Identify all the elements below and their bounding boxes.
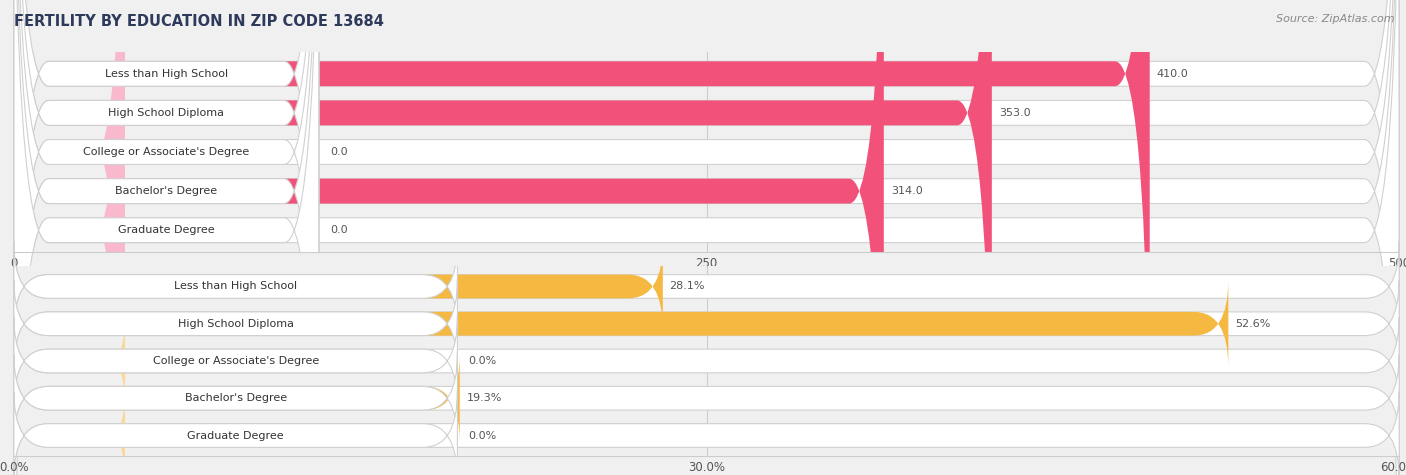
FancyBboxPatch shape [14, 0, 991, 475]
FancyBboxPatch shape [14, 242, 457, 331]
FancyBboxPatch shape [14, 391, 125, 475]
Text: 0.0: 0.0 [330, 147, 347, 157]
FancyBboxPatch shape [14, 280, 457, 368]
Text: College or Associate's Degree: College or Associate's Degree [152, 356, 319, 366]
FancyBboxPatch shape [14, 354, 460, 442]
Text: 19.3%: 19.3% [467, 393, 502, 403]
FancyBboxPatch shape [14, 0, 319, 475]
FancyBboxPatch shape [14, 0, 1399, 475]
FancyBboxPatch shape [14, 0, 1399, 475]
FancyBboxPatch shape [14, 354, 457, 442]
FancyBboxPatch shape [14, 0, 125, 475]
FancyBboxPatch shape [14, 0, 319, 475]
FancyBboxPatch shape [14, 317, 457, 405]
FancyBboxPatch shape [14, 0, 1399, 475]
FancyBboxPatch shape [14, 0, 125, 475]
FancyBboxPatch shape [14, 0, 884, 475]
FancyBboxPatch shape [14, 391, 1399, 475]
Text: 314.0: 314.0 [891, 186, 922, 196]
Text: 28.1%: 28.1% [669, 282, 704, 292]
FancyBboxPatch shape [14, 0, 1399, 475]
Text: FERTILITY BY EDUCATION IN ZIP CODE 13684: FERTILITY BY EDUCATION IN ZIP CODE 13684 [14, 14, 384, 29]
FancyBboxPatch shape [14, 242, 1399, 331]
Text: 353.0: 353.0 [998, 108, 1031, 118]
Text: 0.0: 0.0 [330, 225, 347, 235]
FancyBboxPatch shape [14, 391, 457, 475]
FancyBboxPatch shape [14, 0, 319, 475]
Text: Less than High School: Less than High School [174, 282, 297, 292]
FancyBboxPatch shape [14, 354, 1399, 442]
FancyBboxPatch shape [14, 317, 125, 405]
FancyBboxPatch shape [14, 0, 319, 475]
Text: 0.0%: 0.0% [468, 430, 496, 440]
Text: Bachelor's Degree: Bachelor's Degree [184, 393, 287, 403]
Text: Source: ZipAtlas.com: Source: ZipAtlas.com [1277, 14, 1395, 24]
Text: 410.0: 410.0 [1157, 69, 1188, 79]
FancyBboxPatch shape [14, 0, 1399, 475]
FancyBboxPatch shape [14, 317, 1399, 405]
Text: Bachelor's Degree: Bachelor's Degree [115, 186, 218, 196]
Text: High School Diploma: High School Diploma [177, 319, 294, 329]
FancyBboxPatch shape [14, 280, 1399, 368]
Text: Less than High School: Less than High School [105, 69, 228, 79]
Text: Graduate Degree: Graduate Degree [187, 430, 284, 440]
FancyBboxPatch shape [14, 280, 1229, 368]
Text: Graduate Degree: Graduate Degree [118, 225, 215, 235]
FancyBboxPatch shape [14, 242, 662, 331]
FancyBboxPatch shape [14, 0, 319, 475]
Text: 0.0%: 0.0% [468, 356, 496, 366]
Text: College or Associate's Degree: College or Associate's Degree [83, 147, 249, 157]
FancyBboxPatch shape [14, 0, 1150, 475]
Text: High School Diploma: High School Diploma [108, 108, 225, 118]
Text: 52.6%: 52.6% [1234, 319, 1271, 329]
